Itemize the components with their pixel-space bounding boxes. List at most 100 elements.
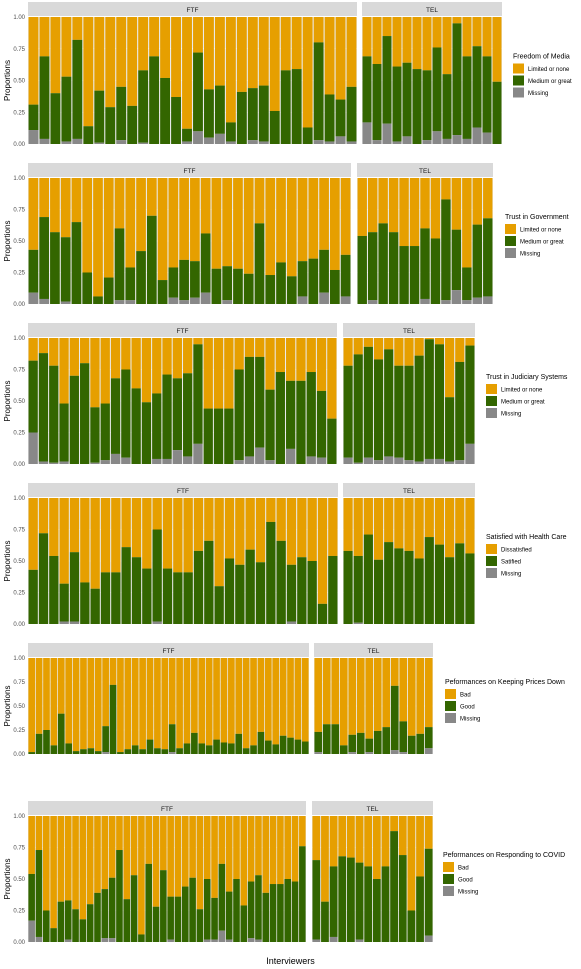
bar-segment-middle	[233, 879, 240, 942]
bar-segment-missing	[125, 300, 136, 304]
bar	[286, 338, 296, 464]
bar	[94, 816, 101, 942]
bar-segment-top	[154, 658, 161, 749]
legend: Satisfied with Health Care Dissatisfied Sa…	[486, 534, 567, 578]
bar-segment-missing	[472, 297, 483, 304]
bar	[355, 816, 364, 942]
bar-segment-middle	[343, 365, 353, 458]
bar-segment-top	[139, 658, 146, 750]
bar	[131, 658, 139, 754]
bar-segment-middle	[94, 90, 105, 143]
bar	[114, 178, 125, 304]
bar	[142, 498, 152, 624]
legend-label: Missing	[501, 412, 521, 418]
bar-segment-missing	[324, 141, 335, 144]
bar-segment-missing	[367, 300, 378, 304]
bar	[57, 658, 65, 754]
bar	[330, 178, 340, 304]
bar-segment-top	[157, 178, 168, 281]
bar	[243, 178, 254, 304]
bar-segment-middle	[141, 402, 152, 464]
bar	[39, 178, 49, 304]
bar	[356, 658, 365, 754]
bar	[373, 658, 382, 754]
bar-segment-top	[171, 17, 181, 98]
bar-segment-middle	[43, 730, 50, 754]
bar	[445, 498, 455, 624]
bar-segment-middle	[335, 99, 346, 137]
bar-segment-top	[363, 338, 373, 347]
bar-segment-top	[420, 178, 430, 229]
bar-segment-missing	[258, 141, 269, 144]
bar	[80, 498, 90, 624]
bar-segment-missing	[72, 138, 83, 144]
bar-segment-middle	[105, 107, 116, 144]
bar	[462, 178, 472, 304]
bar-segment-middle	[182, 128, 192, 142]
bar-segment-missing	[116, 140, 127, 144]
bar-segment-top	[80, 338, 90, 364]
bar	[136, 178, 146, 304]
legend-key	[486, 396, 497, 406]
bar-segment-middle	[82, 272, 93, 304]
bar	[35, 658, 43, 754]
bar-segment-middle	[364, 866, 373, 942]
facet-strip	[28, 483, 338, 497]
bar-segment-middle	[247, 881, 255, 939]
y-tick-label: 1.00	[13, 336, 25, 342]
bar	[365, 658, 374, 754]
bar-segment-middle	[445, 557, 455, 624]
y-tick-label: 0.50	[13, 79, 25, 85]
bar-segment-middle	[399, 721, 408, 753]
bar	[382, 17, 392, 144]
bar	[432, 17, 442, 144]
bar-segment-middle	[314, 731, 323, 753]
legend: Peformances on Keeping Prices Down Bad Goo…	[445, 679, 565, 723]
bar-segment-missing	[424, 748, 433, 754]
bar	[269, 17, 280, 144]
bar-segment-middle	[245, 549, 255, 624]
bar-segment-top	[434, 498, 445, 545]
bar-segment-top	[149, 17, 160, 57]
legend-label: Missing	[501, 572, 521, 578]
bar-segment-middle	[146, 739, 154, 754]
facet-strip-label: TEL	[419, 168, 431, 175]
bar-segment-missing	[244, 456, 255, 464]
legend-key	[443, 886, 454, 896]
y-tick-label: 0.75	[13, 47, 25, 53]
bar	[72, 816, 79, 942]
legend-title: Trust in Judiciary Systems	[486, 374, 568, 381]
bar-segment-missing	[255, 447, 265, 464]
bar-segment-top	[50, 816, 57, 929]
bar	[225, 17, 236, 144]
bar-segment-top	[404, 338, 414, 366]
bar-segment-middle	[355, 862, 364, 940]
bar-segment-top	[322, 658, 331, 725]
bar-segment-middle	[39, 217, 49, 299]
legend-title: Peformances on Responding to COVID	[443, 852, 565, 859]
bar-segment-top	[353, 498, 363, 556]
bar	[277, 816, 284, 942]
bar-segment-top	[94, 658, 102, 752]
bar-segment-top	[442, 17, 452, 75]
bar	[196, 816, 204, 942]
bar-segment-top	[214, 17, 225, 86]
bar	[275, 338, 285, 464]
bar-segment-middle	[381, 866, 390, 942]
bar-segment-top	[38, 338, 49, 354]
bar-segment-middle	[392, 66, 402, 142]
bar	[203, 816, 211, 942]
bar	[247, 816, 255, 942]
bar-segment-middle	[398, 855, 407, 942]
bar-segment-middle	[373, 730, 382, 754]
bar	[381, 816, 390, 942]
bar-segment-top	[280, 17, 291, 71]
bar-segment-missing	[64, 939, 72, 942]
bar-segment-middle	[69, 552, 80, 622]
bar	[94, 658, 102, 754]
bar	[331, 658, 340, 754]
bar-segment-top	[452, 17, 462, 24]
bar-segment-middle	[28, 104, 39, 131]
bar-segment-missing	[101, 938, 109, 942]
